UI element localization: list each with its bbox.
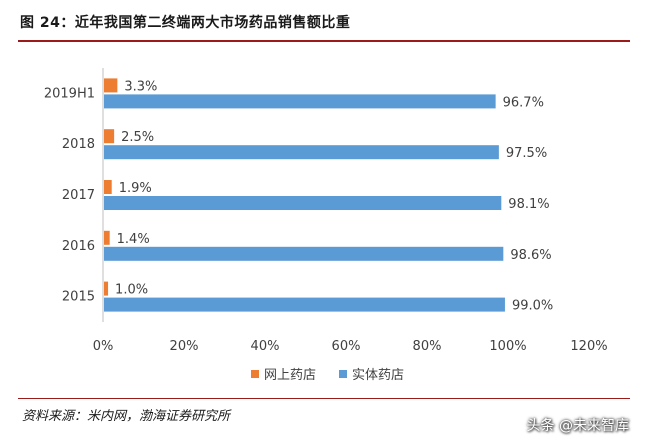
bar-physical <box>104 297 505 312</box>
category-label: 2017 <box>62 188 95 203</box>
bar-online <box>104 129 115 144</box>
x-tick-label: 120% <box>570 339 607 354</box>
legend-swatch <box>339 370 347 378</box>
bar-online <box>104 281 109 296</box>
legend-label: 网上药店 <box>264 368 316 383</box>
chart-title: 图 24：近年我国第二终端两大市场药品销售额比重 <box>20 15 351 31</box>
bar-online <box>104 180 112 194</box>
title-rule <box>18 40 630 42</box>
source-note: 资料来源：米内网，渤海证券研究所 <box>22 409 231 424</box>
bar-online <box>104 230 110 245</box>
data-label: 96.7% <box>503 95 544 110</box>
x-tick-label: 60% <box>332 339 361 354</box>
data-label: 1.9% <box>119 181 152 196</box>
legend-swatch <box>251 370 259 378</box>
bar-online <box>104 78 118 93</box>
data-label: 99.0% <box>512 299 553 314</box>
bar-physical <box>104 246 504 261</box>
data-label: 97.5% <box>506 146 547 161</box>
category-label: 2015 <box>62 290 95 305</box>
category-label: 2018 <box>62 137 95 152</box>
data-label: 3.3% <box>124 79 157 94</box>
data-label: 98.1% <box>508 197 549 212</box>
data-label: 2.5% <box>121 130 154 145</box>
data-label: 1.0% <box>115 283 148 298</box>
data-label: 98.6% <box>510 248 551 263</box>
category-label: 2019H1 <box>44 86 95 101</box>
bar-physical <box>104 94 496 109</box>
x-tick-label: 100% <box>489 339 526 354</box>
bar-physical <box>104 145 499 160</box>
x-tick-label: 80% <box>413 339 442 354</box>
data-label: 1.4% <box>117 232 150 247</box>
x-tick-label: 20% <box>170 339 199 354</box>
category-label: 2016 <box>62 239 95 254</box>
bar-physical <box>104 196 502 210</box>
legend-label: 实体药店 <box>352 368 404 383</box>
watermark-text: 头条 @未来智库 <box>526 418 629 434</box>
bar-chart: 2019H1 3.3% 96.7% 2018 2.5% 97.5% 2017 1.9% 98.1… <box>44 68 608 383</box>
x-tick-label: 0% <box>93 339 114 354</box>
footer-rule <box>18 398 630 399</box>
x-tick-label: 40% <box>251 339 280 354</box>
